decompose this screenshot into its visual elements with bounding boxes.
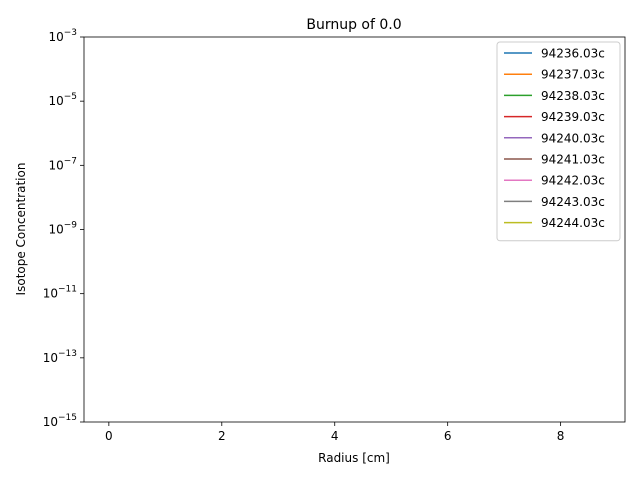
legend-entry: 94242.03c bbox=[541, 174, 605, 188]
x-axis: 0 2 4 6 8 bbox=[105, 422, 564, 443]
legend-entry: 94239.03c bbox=[541, 110, 605, 124]
x-tick-label: 2 bbox=[218, 429, 226, 443]
legend-entry: 94237.03c bbox=[541, 68, 605, 82]
legend: 94236.03c 94237.03c 94238.03c 94239.03c 9424… bbox=[496, 41, 621, 242]
legend-entry: 94243.03c bbox=[541, 195, 605, 209]
x-tick-label: 4 bbox=[331, 429, 339, 443]
x-tick-label: 6 bbox=[444, 429, 452, 443]
chart-title: Burnup of 0.0 bbox=[306, 17, 401, 33]
y-axis-label: Isotope Concentration bbox=[14, 163, 28, 296]
legend-entry: 94236.03c bbox=[541, 47, 605, 61]
x-axis-label: Radius [cm] bbox=[318, 451, 390, 465]
x-tick-label: 8 bbox=[557, 429, 565, 443]
x-tick-label: 0 bbox=[105, 429, 113, 443]
legend-entry: 94240.03c bbox=[541, 131, 605, 145]
legend-entry: 94241.03c bbox=[541, 153, 605, 167]
legend-entry: 94244.03c bbox=[541, 216, 605, 230]
legend-entry: 94238.03c bbox=[541, 89, 605, 103]
legend-box bbox=[496, 41, 621, 242]
